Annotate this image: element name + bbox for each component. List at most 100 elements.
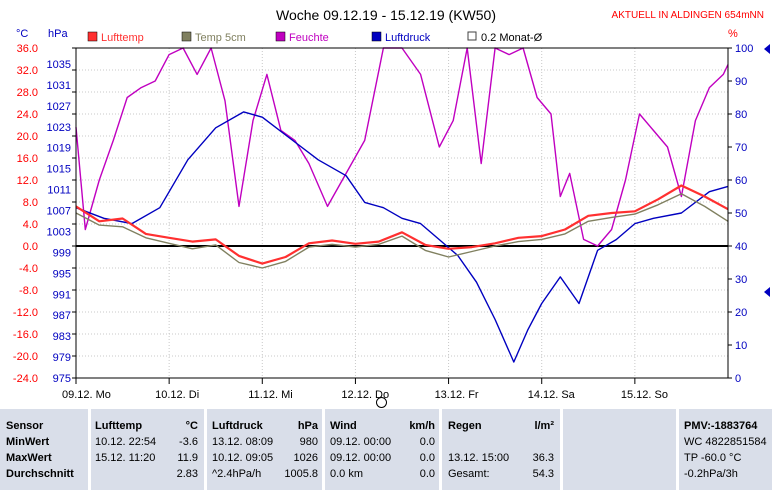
day-tick-label: 09.12. Mo bbox=[62, 389, 111, 401]
temp-tick-label: 4.0 bbox=[23, 219, 38, 231]
day-tick-label: 15.12. So bbox=[621, 389, 668, 401]
temp-max-value: 11.9 bbox=[177, 452, 198, 464]
pressure-tick-label: 1023 bbox=[47, 122, 71, 134]
temp-unit-label: °C bbox=[16, 28, 28, 40]
humidity-unit-label: % bbox=[728, 28, 738, 40]
temp-tick-label: -20.0 bbox=[13, 351, 38, 363]
day-tick-label: 10.12. Di bbox=[155, 389, 199, 401]
col-separator bbox=[322, 409, 325, 490]
temp-avg-value: 2.83 bbox=[176, 468, 198, 480]
legend-swatch bbox=[87, 31, 98, 42]
regen-unit: l/m² bbox=[534, 420, 554, 432]
rain-max-time: 13.12. 15:00 bbox=[448, 452, 510, 464]
press-min-value: 980 bbox=[299, 436, 318, 448]
wind-max-value: 0.0 bbox=[419, 452, 435, 464]
temp-tick-label: 16.0 bbox=[17, 153, 38, 165]
series-line-feuchte bbox=[75, 47, 729, 247]
pressure-tick-label: 1019 bbox=[47, 143, 71, 155]
col-separator bbox=[439, 409, 442, 490]
col-wind: Wind km/h 09.12. 00:00 0.0 09.12. 00:00 … bbox=[325, 409, 439, 490]
pressure-tick-label: 1031 bbox=[47, 80, 71, 92]
wind-unit: km/h bbox=[409, 420, 435, 432]
press-avg-value: 1005.8 bbox=[284, 468, 318, 480]
day-tick-label: 11.12. Mi bbox=[248, 389, 292, 401]
pressure-tick-label: 995 bbox=[53, 268, 71, 280]
stats-panel: Sensor MinWert MaxWert Durchschnitt Luft… bbox=[0, 409, 772, 490]
wind-min-time: 09.12. 00:00 bbox=[330, 436, 392, 448]
temp-tick-label: 0.0 bbox=[23, 241, 38, 253]
col-regen: Regen l/m² 13.12. 15:00 36.3 Gesamt: 54.… bbox=[442, 409, 560, 490]
series-line-temp-5cm bbox=[75, 193, 729, 269]
legend-swatch bbox=[371, 31, 382, 42]
pressure-tick-label: 1003 bbox=[47, 226, 71, 238]
temp-tick-label: 8.0 bbox=[23, 197, 38, 209]
pressure-axis: 1035 1031 1027 1023 1019 1015 1011 1007 1003 999 9… bbox=[47, 59, 71, 385]
temp-tick-label: -4.0 bbox=[19, 263, 38, 275]
pressure-tick-label: 1011 bbox=[47, 185, 71, 197]
legend-label: Lufttemp bbox=[101, 32, 144, 44]
press-max-time: 10.12. 09:05 bbox=[212, 452, 274, 464]
humidity-tick-label: 50 bbox=[735, 208, 747, 220]
scroll-up-marker[interactable] bbox=[764, 44, 770, 54]
rain-max-value: 36.3 bbox=[532, 452, 554, 464]
legend-label: Luftdruck bbox=[385, 32, 431, 44]
wind-distance: 0.0 km bbox=[330, 468, 364, 480]
pressure-tick-label: 1035 bbox=[47, 59, 71, 71]
pmv-tp: TP -60.0 °C bbox=[684, 452, 742, 464]
humidity-tick-label: 100 bbox=[735, 43, 753, 55]
temp-tick-label: 24.0 bbox=[17, 109, 38, 121]
temp-tick-label: 32.0 bbox=[17, 65, 38, 77]
row-label-min: MinWert bbox=[6, 436, 50, 448]
location-header: AKTUELL IN ALDINGEN 654mNN bbox=[612, 10, 764, 21]
humidity-tick-label: 60 bbox=[735, 175, 747, 187]
temp-axis: 36.0 32.0 28.0 24.0 20.0 16.0 12.0 8.0 4.0 0.0 -4.… bbox=[13, 43, 76, 385]
pmv-wc: WC 4822851584 bbox=[684, 436, 767, 448]
pressure-tick-label: 1027 bbox=[47, 101, 71, 113]
col-separator bbox=[88, 409, 91, 490]
day-tick-label: 14.12. Sa bbox=[528, 389, 576, 401]
col-separator bbox=[560, 409, 563, 490]
chart-legend: Lufttemp Temp 5cm Feuchte Luftdruck 0.2 Mona… bbox=[87, 31, 543, 44]
pressure-tick-label: 987 bbox=[53, 310, 71, 322]
luftdruck-header: Luftdruck bbox=[212, 420, 263, 432]
press-max-value: 1026 bbox=[293, 452, 318, 464]
temp-tick-label: 36.0 bbox=[17, 43, 38, 55]
pressure-tick-label: 983 bbox=[53, 331, 71, 343]
press-min-time: 13.12. 08:09 bbox=[212, 436, 274, 448]
wind-header: Wind bbox=[330, 420, 357, 432]
row-label-avg: Durchschnitt bbox=[6, 468, 74, 480]
humidity-tick-label: 40 bbox=[735, 241, 747, 253]
temp-tick-label: -8.0 bbox=[19, 285, 38, 297]
press-trend: ^2.4hPa/h bbox=[212, 468, 262, 480]
series-layer bbox=[75, 47, 729, 363]
pressure-tick-label: 1007 bbox=[47, 206, 71, 218]
pmv-trend: -0.2hPa/3h bbox=[684, 468, 738, 480]
temp-tick-label: -24.0 bbox=[13, 373, 38, 385]
legend-label: Feuchte bbox=[289, 32, 329, 44]
wind-avg-value: 0.0 bbox=[419, 468, 435, 480]
legend-label: 0.2 Monat-Ø bbox=[481, 32, 543, 44]
temp-tick-label: 28.0 bbox=[17, 87, 38, 99]
pmv-header: PMV:-1883764 bbox=[684, 420, 758, 432]
pressure-tick-label: 999 bbox=[53, 247, 71, 259]
temp-tick-label: 20.0 bbox=[17, 131, 38, 143]
col-separator bbox=[676, 409, 679, 490]
legend-swatch bbox=[275, 31, 286, 42]
weather-chart: 36.0 32.0 28.0 24.0 20.0 16.0 12.0 8.0 4.0 0.0 -4.… bbox=[12, 7, 764, 401]
temp-tick-label: -12.0 bbox=[13, 307, 38, 319]
humidity-tick-label: 80 bbox=[735, 109, 747, 121]
humidity-tick-label: 20 bbox=[735, 307, 747, 319]
scroll-mid-marker[interactable] bbox=[764, 287, 770, 297]
col-separator bbox=[204, 409, 207, 490]
humidity-tick-label: 0 bbox=[735, 373, 741, 385]
legend-swatch bbox=[467, 31, 477, 41]
time-slider-knob[interactable] bbox=[376, 397, 387, 408]
series-line-lufttemp bbox=[75, 184, 729, 265]
legend-label: Temp 5cm bbox=[195, 32, 246, 44]
temp-min-value: -3.6 bbox=[179, 436, 198, 448]
humidity-tick-label: 30 bbox=[735, 274, 747, 286]
sensor-header: Sensor bbox=[6, 420, 44, 432]
chart-title: Woche 09.12.19 - 15.12.19 (KW50) bbox=[276, 7, 496, 23]
col-lufttemp: Lufttemp °C 10.12. 22:54 -3.6 15.12. 11:… bbox=[91, 409, 204, 490]
lufttemp-header: Lufttemp bbox=[95, 420, 143, 432]
